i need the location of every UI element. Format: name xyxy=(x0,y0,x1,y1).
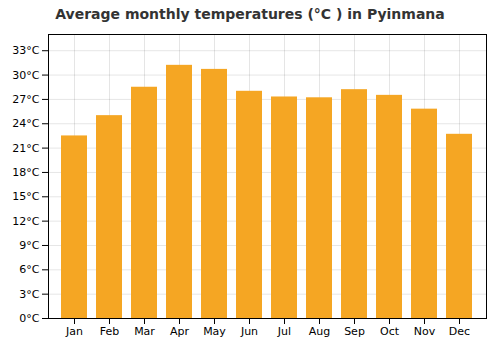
html-text:Average monthly temperatures (: Average monthly temperatures (°C ) in Py… xyxy=(55,6,445,22)
svg-text:21°C: 21°C xyxy=(12,142,39,155)
svg-text:Mar: Mar xyxy=(134,325,155,338)
svg-text:Dec: Dec xyxy=(449,325,470,338)
svg-text:Jan: Jan xyxy=(65,325,83,338)
svg-text:Jun: Jun xyxy=(240,325,258,338)
svg-text:Apr: Apr xyxy=(170,325,190,338)
svg-text:Oct: Oct xyxy=(380,325,400,338)
svg-text:6°C: 6°C xyxy=(19,263,39,276)
svg-text:3°C: 3°C xyxy=(19,288,39,301)
svg-text:27°C: 27°C xyxy=(12,93,39,106)
svg-text:Jul: Jul xyxy=(277,325,291,338)
svg-text:Sep: Sep xyxy=(344,325,365,338)
svg-text:33°C: 33°C xyxy=(12,44,39,57)
svg-text:9°C: 9°C xyxy=(19,239,39,252)
svg-text:15°C: 15°C xyxy=(12,190,39,203)
svg-text:12°C: 12°C xyxy=(12,215,39,228)
svg-text:0°C: 0°C xyxy=(19,312,39,325)
svg-text:Feb: Feb xyxy=(100,325,119,338)
svg-text:Aug: Aug xyxy=(309,325,330,338)
svg-text:Nov: Nov xyxy=(414,325,436,338)
svg-text:30°C: 30°C xyxy=(12,69,39,82)
svg-text:18°C: 18°C xyxy=(12,166,39,179)
svg-text:24°C: 24°C xyxy=(12,117,39,130)
svg-text:May: May xyxy=(203,325,226,338)
